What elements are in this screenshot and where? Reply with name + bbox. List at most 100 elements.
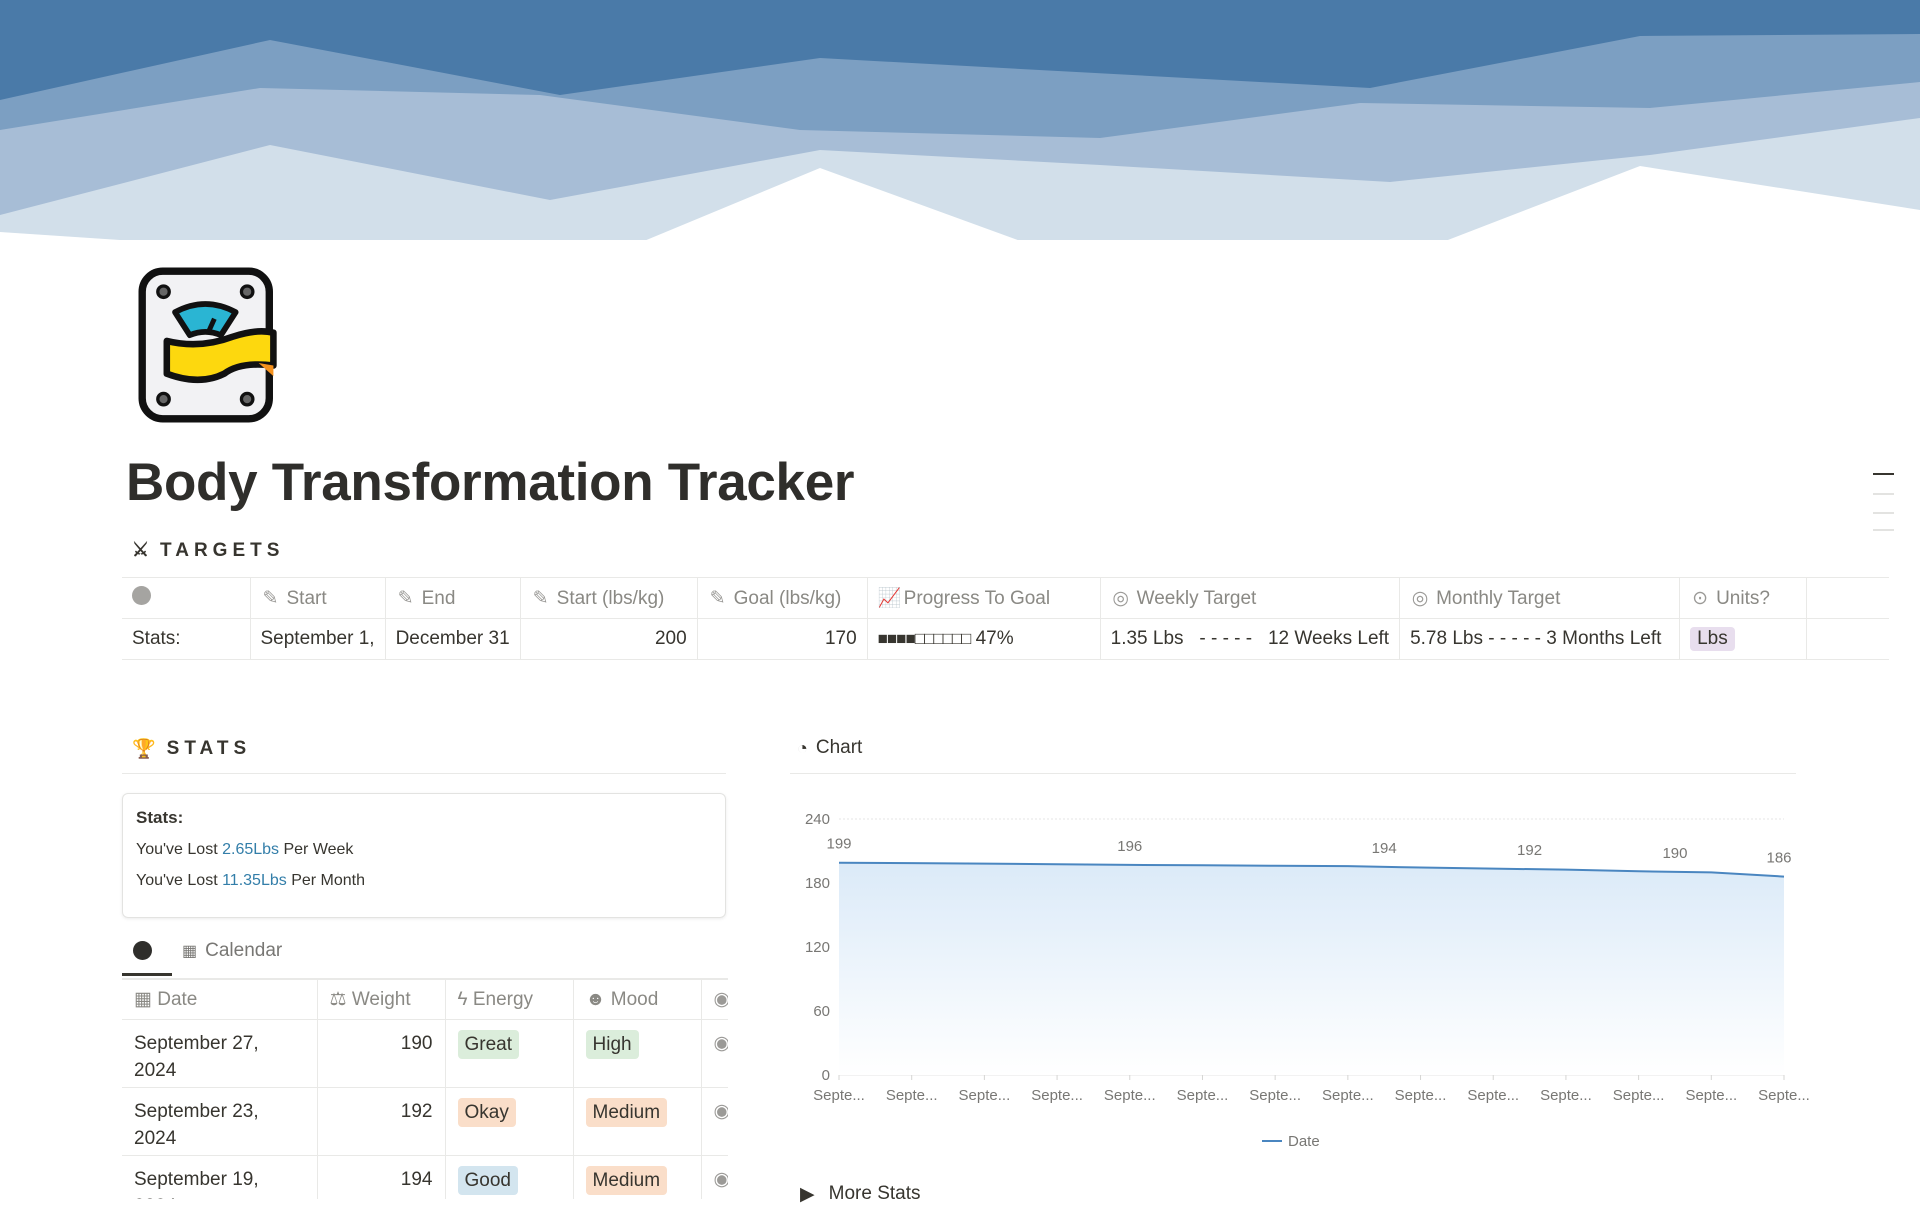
column-header-progress[interactable]: 📈 Progress To Goal — [866, 577, 1101, 619]
weight-cell[interactable]: 194 — [316, 1155, 446, 1199]
x-tick-label: Septe... — [1758, 1087, 1810, 1104]
monthly-loss-text: You've Lost 11.35Lbs Per Month — [136, 872, 366, 889]
circle-icon — [132, 585, 151, 605]
y-tick-label: 240 — [805, 811, 830, 828]
toc-marker-active[interactable] — [1873, 473, 1894, 475]
x-tick-label: Septe... — [1104, 1087, 1156, 1104]
x-tick-label: Septe... — [1540, 1087, 1592, 1104]
circle-icon: ◉ — [714, 1101, 729, 1122]
column-header-mood[interactable]: ☻ Mood — [572, 979, 702, 1020]
stats-heading: 🏆 STATS — [132, 738, 252, 760]
progress-percent: 47% — [975, 628, 1014, 649]
chart-heading: ◔ Chart — [797, 737, 863, 758]
y-tick-label: 180 — [805, 875, 830, 892]
weight-cell[interactable]: 190 — [316, 1019, 446, 1088]
column-header-monthly-target[interactable]: ◎ Monthly Target — [1399, 577, 1681, 619]
start-weight-cell[interactable]: 200 — [519, 618, 698, 660]
column-header-date[interactable]: ▦ Date — [122, 979, 318, 1020]
data-label: 192 — [1517, 842, 1542, 859]
row-title[interactable]: Stats: — [122, 618, 251, 660]
smiley-icon: ☻ — [585, 988, 606, 1010]
circle-icon: ◉ — [714, 989, 729, 1010]
date-cell[interactable]: September 27, 2024 — [122, 1019, 318, 1088]
mood-tag: Medium — [585, 1166, 668, 1195]
mood-tag: Medium — [585, 1098, 668, 1127]
cover-banner — [0, 0, 1920, 240]
units-tag: Lbs — [1690, 627, 1735, 651]
targets-heading: ⚔ TARGETS — [132, 539, 285, 562]
column-header-units[interactable]: ⊙ Units? — [1679, 577, 1808, 619]
table-row[interactable]: September 23, 2024 192 Okay Medium ◉ — [122, 1087, 729, 1156]
units-cell[interactable]: Lbs — [1679, 618, 1808, 660]
column-header-weight[interactable]: ⚖ Weight — [316, 979, 446, 1020]
legend-label: Date — [1288, 1133, 1320, 1150]
mood-cell[interactable]: High — [572, 1019, 702, 1088]
area-fill — [839, 862, 1784, 1075]
toc-marker[interactable] — [1873, 493, 1894, 495]
mood-tag: High — [585, 1030, 639, 1059]
triangle-right-icon: ▶ — [800, 1184, 815, 1205]
column-header-more[interactable]: ◉ — [700, 979, 729, 1020]
target-icon: ◎ — [1112, 587, 1129, 609]
column-header-start[interactable]: ✎ Start — [249, 577, 386, 619]
weekly-target-cell: 1.35 Lbs - - - - - 12 Weeks Left — [1099, 618, 1401, 660]
divider — [790, 773, 1796, 774]
more-cell: ◉ — [700, 1087, 729, 1156]
y-tick-label: 120 — [805, 939, 830, 956]
date-cell[interactable]: September 19, 2024 — [122, 1155, 318, 1199]
x-tick-label: Septe... — [1685, 1087, 1737, 1104]
weekly-loss-text: You've Lost 2.65Lbs Per Week — [136, 841, 354, 858]
column-header-weekly-target[interactable]: ◎ Weekly Target — [1099, 577, 1401, 619]
data-label: 190 — [1662, 845, 1687, 862]
end-date-cell[interactable]: December 31 — [384, 618, 521, 660]
data-label: 194 — [1372, 840, 1397, 857]
divider — [122, 773, 726, 774]
circle-icon — [133, 941, 152, 960]
log-table: ▦ Date ⚖ Weight ϟ Energy ☻ Mood ◉ Septem… — [122, 979, 728, 1199]
date-cell[interactable]: September 23, 2024 — [122, 1087, 318, 1156]
pie-chart-icon: ◔ — [797, 737, 808, 758]
more-stats-toggle[interactable]: ▶ More Stats — [800, 1183, 921, 1205]
progress-bar: ■■■■□□□□□□ — [877, 629, 972, 648]
tab-calendar[interactable]: ▦ Calendar — [182, 940, 283, 961]
column-header-goal-weight[interactable]: ✎ Goal (lbs/kg) — [696, 577, 868, 619]
toc-marker[interactable] — [1873, 512, 1894, 514]
pencil-icon: ✎ — [532, 587, 549, 609]
x-tick-label: Septe... — [1177, 1087, 1229, 1104]
weight-cell[interactable]: 192 — [316, 1087, 446, 1156]
x-tick-label: Septe... — [1249, 1087, 1301, 1104]
column-header-end[interactable]: ✎ End — [384, 577, 521, 619]
x-tick-label: Septe... — [1322, 1087, 1374, 1104]
column-header-start-weight[interactable]: ✎ Start (lbs/kg) — [519, 577, 698, 619]
monthly-target-cell: 5.78 Lbs - - - - - 3 Months Left — [1399, 618, 1681, 660]
pencil-icon: ✎ — [709, 587, 726, 609]
weight-chart: 0 60 120 180 240 Septe... Septe... Septe... Sept… — [805, 811, 1810, 1150]
calendar-icon: ▦ — [182, 943, 198, 960]
toc-marker[interactable] — [1873, 529, 1894, 531]
goal-weight-cell[interactable]: 170 — [696, 618, 868, 660]
energy-cell[interactable]: Good — [444, 1155, 574, 1199]
targets-table: ✎ Start ✎ End ✎ Start (lbs/kg) ✎ Goal (lbs/k… — [122, 577, 1889, 660]
mood-cell[interactable]: Medium — [572, 1087, 702, 1156]
more-cell: ◉ — [700, 1019, 728, 1088]
energy-cell[interactable]: Okay — [444, 1087, 574, 1156]
table-row[interactable]: September 19, 2024 194 Good Medium ◉ — [122, 1155, 728, 1199]
lightning-icon: ϟ — [457, 988, 468, 1010]
energy-cell[interactable]: Great — [444, 1019, 574, 1088]
table-row[interactable]: September 27, 2024 190 Great High ◉ — [122, 1019, 728, 1088]
select-icon: ⊙ — [1692, 587, 1709, 609]
chart-icon: 📈 — [877, 588, 902, 609]
tab-default-view[interactable] — [122, 938, 172, 976]
x-tick-label: Septe... — [813, 1087, 865, 1104]
trophy-icon: 🏆 — [132, 739, 161, 760]
x-tick-label: Septe... — [1395, 1087, 1447, 1104]
scale-icon: ⚖ — [329, 989, 347, 1010]
mood-cell[interactable]: Medium — [572, 1155, 702, 1199]
x-tick-label: Septe... — [886, 1087, 938, 1104]
column-header-name[interactable] — [122, 577, 251, 619]
column-header-energy[interactable]: ϟ Energy — [444, 979, 574, 1020]
x-tick-label: Septe... — [1467, 1087, 1519, 1104]
stats-callout: Stats: You've Lost 2.65Lbs Per Week You'… — [122, 793, 726, 918]
start-date-cell[interactable]: September 1, — [249, 618, 386, 660]
callout-title: Stats: — [136, 808, 184, 827]
